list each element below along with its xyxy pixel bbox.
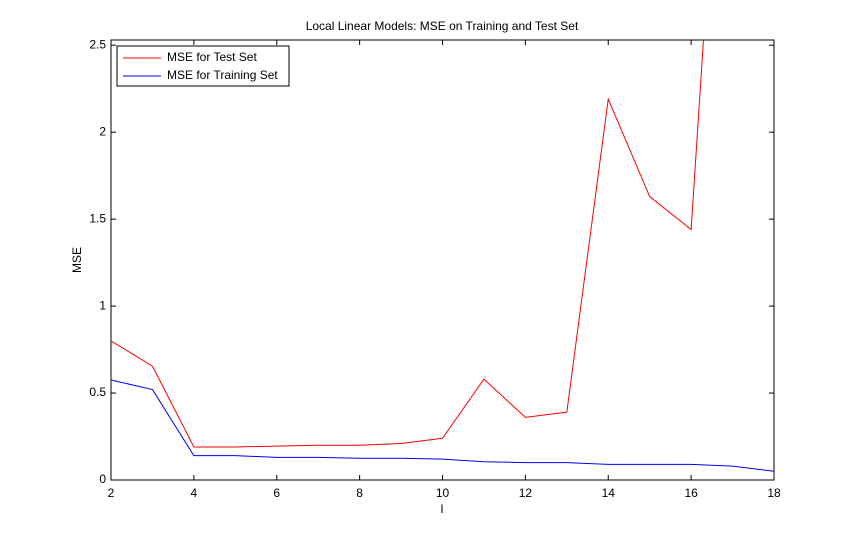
y-axis-label: MSE <box>70 247 84 273</box>
legend-box <box>116 45 290 87</box>
series-line <box>111 40 704 448</box>
y-tick-label: 2 <box>99 124 106 138</box>
series-group <box>111 40 774 472</box>
x-tick-label: 2 <box>108 486 115 500</box>
plot-area <box>110 39 775 481</box>
y-tick-label: 0 <box>99 472 106 486</box>
x-axis-label: l <box>441 502 444 516</box>
series-line <box>111 379 774 472</box>
x-tick-label: 4 <box>191 486 198 500</box>
x-tick-label: 6 <box>273 486 280 500</box>
chart-title: Local Linear Models: MSE on Training and… <box>306 19 579 33</box>
x-tick-label: 14 <box>602 486 616 500</box>
x-tick-label: 18 <box>767 486 781 500</box>
x-tick-label: 10 <box>436 486 450 500</box>
legend-label: MSE for Training Set <box>167 68 278 82</box>
legend-label: MSE for Test Set <box>167 50 257 64</box>
x-tick-label: 12 <box>519 486 533 500</box>
x-tick-label: 8 <box>356 486 363 500</box>
y-tick-label: 1 <box>99 298 106 312</box>
x-tick-label: 16 <box>684 486 698 500</box>
y-tick-label: 1.5 <box>89 211 106 225</box>
y-tick-label: 2.5 <box>89 37 106 51</box>
legend: MSE for Test Set MSE for Training Set <box>116 45 290 87</box>
y-tick-label: 0.5 <box>89 385 106 399</box>
